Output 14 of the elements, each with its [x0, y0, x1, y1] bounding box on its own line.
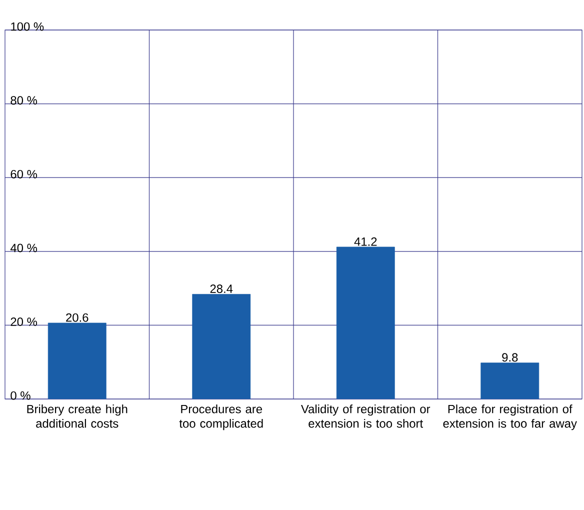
- x-tick-label: Bribery create high additional costs: [27, 404, 128, 428]
- data-label: 20.6: [66, 313, 88, 322]
- data-label: 41.2: [354, 237, 377, 246]
- y-tick-label: 20 %: [10, 318, 38, 326]
- x-tick-label: Validity of registration or extension is too short: [301, 404, 430, 428]
- y-tick-label: 40 %: [10, 244, 38, 252]
- x-tick-label: Place for registration of extension is too far away: [443, 404, 577, 430]
- data-label: 9.8: [502, 353, 518, 362]
- data-label: 28.4: [210, 284, 233, 293]
- y-tick-label: 100 %: [11, 22, 44, 31]
- y-tick-label: 0 %: [10, 391, 30, 400]
- x-tick-label: Procedures are too complicated: [179, 404, 263, 430]
- y-tick-label: 80 %: [10, 96, 38, 105]
- y-tick-label: 60 %: [10, 170, 38, 178]
